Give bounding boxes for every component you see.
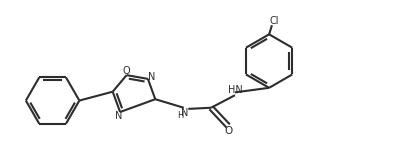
Text: O: O <box>123 66 130 76</box>
Text: HN: HN <box>227 85 242 95</box>
Text: N: N <box>115 111 122 121</box>
Text: N: N <box>181 108 189 118</box>
Text: O: O <box>225 126 233 136</box>
Text: H: H <box>177 111 183 120</box>
Text: N: N <box>148 72 156 82</box>
Text: Cl: Cl <box>269 16 279 26</box>
